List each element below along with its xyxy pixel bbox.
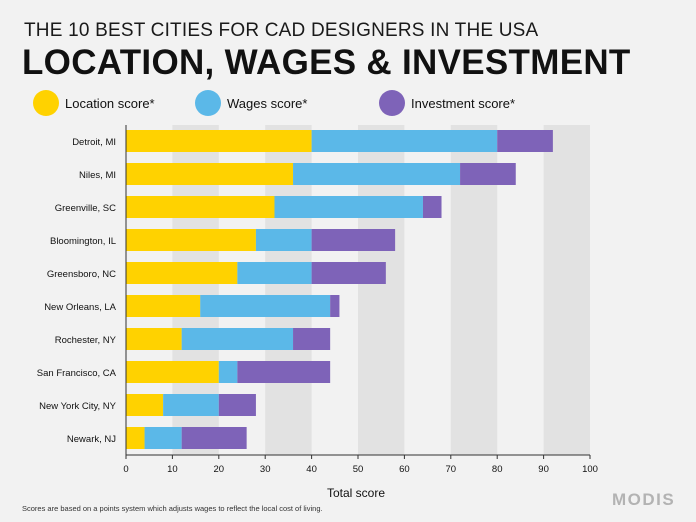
category-labels: Detroit, MI Niles, MI Greenville, SC Bloomi… — [37, 137, 117, 445]
bar-location — [126, 394, 164, 416]
bar-location — [126, 328, 182, 350]
bar-wages — [293, 163, 461, 185]
bar-location — [126, 163, 294, 185]
legend-item-location: Location score* — [33, 90, 155, 116]
bar-investment — [422, 196, 442, 218]
category-label: New York City, NY — [39, 401, 117, 412]
bar-wages — [144, 427, 182, 449]
bar-wages — [218, 361, 238, 383]
x-tick-label: 50 — [353, 464, 364, 475]
x-tick-label: 90 — [538, 464, 549, 475]
chart-title: LOCATION, WAGES & INVESTMENT — [22, 43, 631, 82]
category-label: New Orleans, LA — [44, 302, 116, 313]
bar-wages — [163, 394, 219, 416]
category-label: Greensboro, NC — [47, 269, 116, 280]
category-label: Newark, NJ — [67, 434, 116, 445]
bar-investment — [218, 394, 256, 416]
footnote: Scores are based on a points system whic… — [22, 504, 323, 513]
bar-wages — [311, 130, 498, 152]
bar-investment — [330, 295, 340, 317]
legend-label-investment: Investment score* — [411, 95, 516, 111]
bar-wages — [181, 328, 294, 350]
legend-item-wages: Wages score* — [195, 90, 307, 116]
bar-wages — [200, 295, 331, 317]
bar-investment — [311, 262, 386, 284]
chart-subtitle: THE 10 BEST CITIES FOR CAD DESIGNERS IN … — [24, 20, 539, 41]
bar-location — [126, 130, 312, 152]
bar-wages — [255, 229, 312, 251]
x-tick-label: 60 — [399, 464, 410, 475]
bar-investment — [293, 328, 331, 350]
x-tick-label: 40 — [306, 464, 317, 475]
bar-investment — [497, 130, 553, 152]
x-tick-label: 70 — [446, 464, 457, 475]
x-tick-label: 30 — [260, 464, 271, 475]
legend-label-location: Location score* — [65, 95, 155, 111]
x-tick-label: 0 — [123, 464, 128, 475]
brand-logo: MODIS — [612, 490, 676, 509]
bar-investment — [181, 427, 247, 449]
legend-item-investment: Investment score* — [379, 90, 515, 116]
x-tick-label: 10 — [167, 464, 178, 475]
category-label: Bloomington, IL — [50, 236, 116, 247]
legend-label-wages: Wages score* — [227, 95, 308, 111]
category-label: Detroit, MI — [72, 137, 116, 148]
bar-location — [126, 196, 275, 218]
category-label: San Francisco, CA — [37, 368, 117, 379]
bar-location — [126, 262, 238, 284]
bar-location — [126, 229, 256, 251]
x-axis: 0 10 20 30 40 50 60 70 80 90 100 — [123, 125, 598, 475]
x-tick-label: 20 — [214, 464, 225, 475]
category-label: Greenville, SC — [55, 203, 116, 214]
bar-wages — [237, 262, 312, 284]
legend-swatch-location — [33, 90, 59, 116]
legend-swatch-investment — [379, 90, 405, 116]
x-tick-label: 80 — [492, 464, 503, 475]
bar-investment — [311, 229, 396, 251]
category-label: Rochester, NY — [55, 335, 117, 346]
x-axis-title: Total score — [327, 486, 385, 500]
bar-investment — [237, 361, 331, 383]
legend-swatch-wages — [195, 90, 221, 116]
bar-location — [126, 361, 219, 383]
category-label: Niles, MI — [79, 170, 116, 181]
bar-location — [126, 427, 145, 449]
x-tick-label: 100 — [582, 464, 598, 475]
grid-band — [543, 125, 590, 455]
bar-investment — [460, 163, 516, 185]
bar-location — [126, 295, 201, 317]
bars — [126, 130, 553, 449]
bar-wages — [274, 196, 423, 218]
